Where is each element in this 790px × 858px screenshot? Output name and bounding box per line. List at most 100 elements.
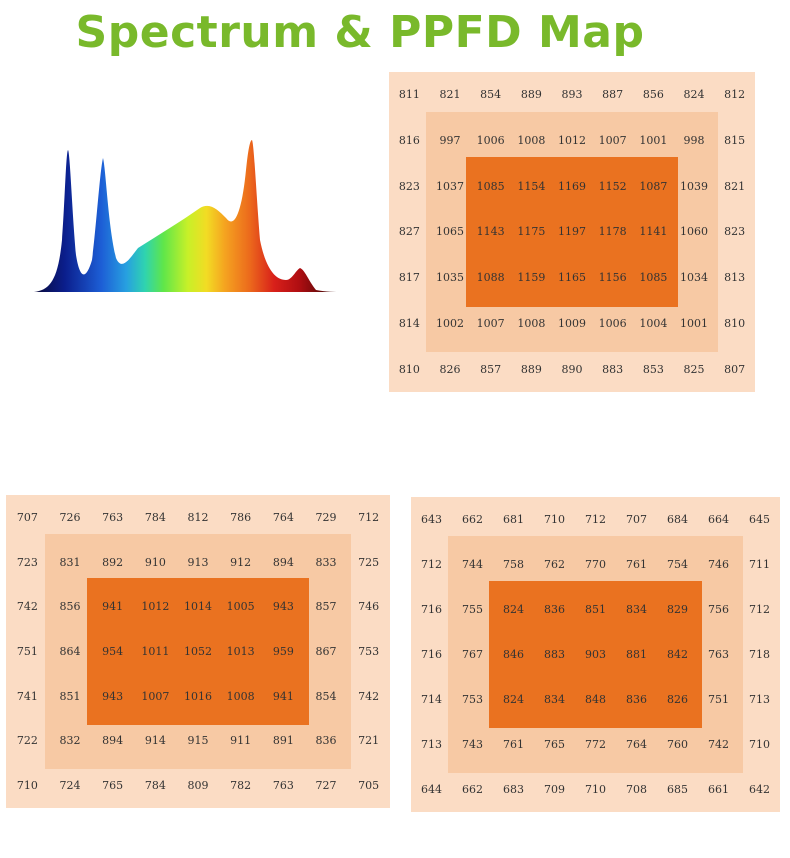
ppfd-value: 1006 xyxy=(476,134,505,148)
ppfd-value: 784 xyxy=(144,779,166,793)
ppfd-value: 1175 xyxy=(517,225,546,239)
ppfd-value: 1052 xyxy=(183,644,212,658)
ppfd-value: 892 xyxy=(102,555,124,569)
ppfd-value: 1006 xyxy=(598,316,627,330)
ppfd-value: 1085 xyxy=(639,271,668,285)
ppfd-value: 767 xyxy=(462,648,483,661)
ppfd-value: 723 xyxy=(16,555,38,569)
ppfd-value: 683 xyxy=(503,783,524,796)
ppfd-value: 824 xyxy=(683,88,705,102)
ppfd-value: 943 xyxy=(272,600,294,614)
ppfd-value: 810 xyxy=(398,362,420,376)
ppfd-value: 742 xyxy=(358,689,380,703)
ppfd-value: 1007 xyxy=(141,689,170,703)
ppfd-value: 832 xyxy=(59,734,81,748)
ppfd-value: 823 xyxy=(724,225,746,239)
ppfd-value: 684 xyxy=(667,513,688,526)
ppfd-value: 854 xyxy=(315,689,337,703)
ppfd-value: 867 xyxy=(315,644,337,658)
ppfd-value: 811 xyxy=(398,88,420,102)
ppfd-value: 662 xyxy=(462,783,483,796)
ppfd-value: 664 xyxy=(708,513,729,526)
ppfd-value: 826 xyxy=(667,693,688,706)
ppfd-value: 912 xyxy=(230,555,252,569)
ppfd-value: 707 xyxy=(16,510,38,524)
ppfd-value: 1087 xyxy=(639,179,668,193)
ppfd-value: 826 xyxy=(439,362,461,376)
ppfd-value: 712 xyxy=(749,603,770,616)
ppfd-value: 763 xyxy=(102,510,124,524)
ppfd-value: 893 xyxy=(561,88,583,102)
ppfd-value: 836 xyxy=(626,693,647,706)
ppfd-value: 851 xyxy=(59,689,81,703)
ppfd-value: 1159 xyxy=(517,271,546,285)
ppfd-value: 1008 xyxy=(517,316,546,330)
ppfd-value: 883 xyxy=(602,362,624,376)
ppfd-value: 1008 xyxy=(517,134,546,148)
ppfd-value: 836 xyxy=(544,603,565,616)
ppfd-value: 1005 xyxy=(226,600,255,614)
ppfd-map-top-right: 811 821 854 889 893 887 856 824 812 816 997 1006 100… xyxy=(389,72,755,392)
ppfd-value: 746 xyxy=(358,600,380,614)
ppfd-value: 998 xyxy=(683,134,705,148)
ppfd-value: 751 xyxy=(16,644,38,658)
ppfd-value: 910 xyxy=(144,555,166,569)
ppfd-value: 753 xyxy=(462,693,483,706)
ppfd-value: 913 xyxy=(187,555,209,569)
ppfd-value: 813 xyxy=(724,271,746,285)
ppfd-value: 782 xyxy=(230,779,252,793)
ppfd-value: 842 xyxy=(667,648,688,661)
ppfd-value: 746 xyxy=(708,558,729,571)
ppfd-value: 1009 xyxy=(557,316,586,330)
ppfd-value: 846 xyxy=(503,648,524,661)
ppfd-value: 1011 xyxy=(141,644,170,658)
spectrum-graph xyxy=(34,140,342,292)
ppfd-value: 1037 xyxy=(435,179,464,193)
ppfd-value: 761 xyxy=(626,558,647,571)
ppfd-value: 1152 xyxy=(598,179,627,193)
ppfd-value: 744 xyxy=(462,558,483,571)
ppfd-value: 1007 xyxy=(598,134,627,148)
ppfd-value: 959 xyxy=(272,644,294,658)
ppfd-value: 831 xyxy=(59,555,81,569)
ppfd-value: 817 xyxy=(398,271,420,285)
ppfd-value: 661 xyxy=(708,783,729,796)
page-title: Spectrum & PPFD Map xyxy=(75,7,645,58)
ppfd-value: 1156 xyxy=(598,271,627,285)
ppfd-value: 1034 xyxy=(679,271,708,285)
ppfd-value: 760 xyxy=(667,738,688,751)
spectrum-curve xyxy=(34,140,342,292)
ppfd-value: 662 xyxy=(462,513,483,526)
ppfd-value: 711 xyxy=(749,558,770,571)
ppfd-value: 725 xyxy=(358,555,380,569)
ppfd-value: 751 xyxy=(708,693,729,706)
ppfd-value: 1039 xyxy=(679,179,708,193)
ppfd-value: 741 xyxy=(16,689,38,703)
ppfd-value: 836 xyxy=(315,734,337,748)
ppfd-value: 834 xyxy=(626,603,647,616)
ppfd-value: 642 xyxy=(749,783,770,796)
ppfd-value: 765 xyxy=(544,738,565,751)
ppfd-value: 1143 xyxy=(476,225,505,239)
ppfd-value: 710 xyxy=(585,783,606,796)
ppfd-value: 1178 xyxy=(598,225,627,239)
ppfd-value: 889 xyxy=(520,362,542,376)
ppfd-value: 856 xyxy=(642,88,664,102)
ppfd-value: 824 xyxy=(503,603,524,616)
ppfd-value: 712 xyxy=(585,513,606,526)
ppfd-value: 763 xyxy=(708,648,729,661)
ppfd-value: 765 xyxy=(102,779,124,793)
ppfd-value: 854 xyxy=(480,88,502,102)
ppfd-value: 1014 xyxy=(183,600,212,614)
ppfd-value: 644 xyxy=(421,783,442,796)
ppfd-value: 943 xyxy=(102,689,124,703)
ppfd-value: 1004 xyxy=(639,316,668,330)
ppfd-value: 727 xyxy=(315,779,337,793)
ppfd-value: 758 xyxy=(503,558,524,571)
ppfd-value: 894 xyxy=(272,555,294,569)
ppfd-value: 718 xyxy=(749,648,770,661)
ppfd-value: 712 xyxy=(358,510,380,524)
ppfd-zone-core xyxy=(466,157,678,307)
ppfd-value: 1060 xyxy=(679,225,708,239)
ppfd-value: 851 xyxy=(585,603,606,616)
